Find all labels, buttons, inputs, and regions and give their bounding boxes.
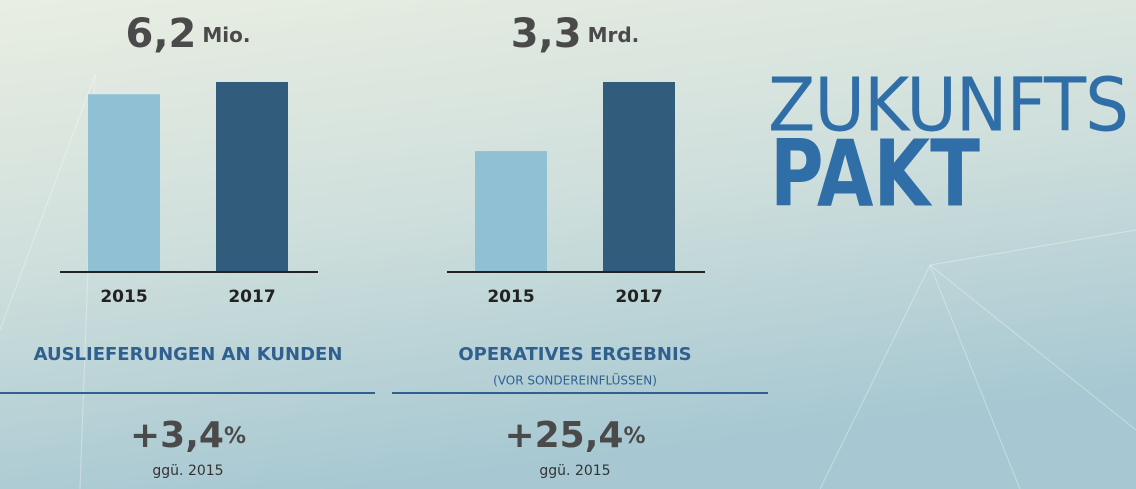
change-unit: %	[623, 424, 645, 449]
chart-subtitle: (VOR SONDEREINFLÜSSEN)	[493, 372, 657, 388]
chart-title: AUSLIEFERUNGEN AN KUNDEN	[34, 344, 343, 365]
x-tick-label: 2015	[487, 287, 534, 307]
headline-unit: Mrd.	[588, 23, 640, 47]
headline: 6,2 Mio.	[126, 11, 251, 57]
chart-title: OPERATIVES ERGEBNIS	[458, 344, 691, 365]
logo-line2: PAKT	[770, 120, 980, 227]
headline-value: 6,2	[126, 11, 197, 57]
change-value: +3,4	[130, 415, 224, 456]
change-note: ggü. 2015	[539, 463, 610, 479]
headline-value: 3,3	[511, 11, 582, 57]
bar	[88, 94, 160, 273]
x-tick-label: 2017	[615, 287, 662, 307]
bar	[603, 82, 675, 272]
change-note: ggü. 2015	[152, 463, 223, 479]
change-value: +25,4	[504, 415, 623, 456]
change: +25,4%	[504, 415, 645, 456]
x-tick-label: 2017	[228, 287, 275, 307]
logo-line1: ZUKUNFTS	[768, 63, 1128, 149]
headline-unit: Mio.	[202, 23, 250, 47]
change: +3,4%	[130, 415, 246, 456]
bar	[475, 151, 547, 272]
bar	[216, 82, 288, 272]
headline: 3,3 Mrd.	[511, 11, 640, 57]
change-unit: %	[224, 424, 246, 449]
x-tick-label: 2015	[100, 287, 147, 307]
